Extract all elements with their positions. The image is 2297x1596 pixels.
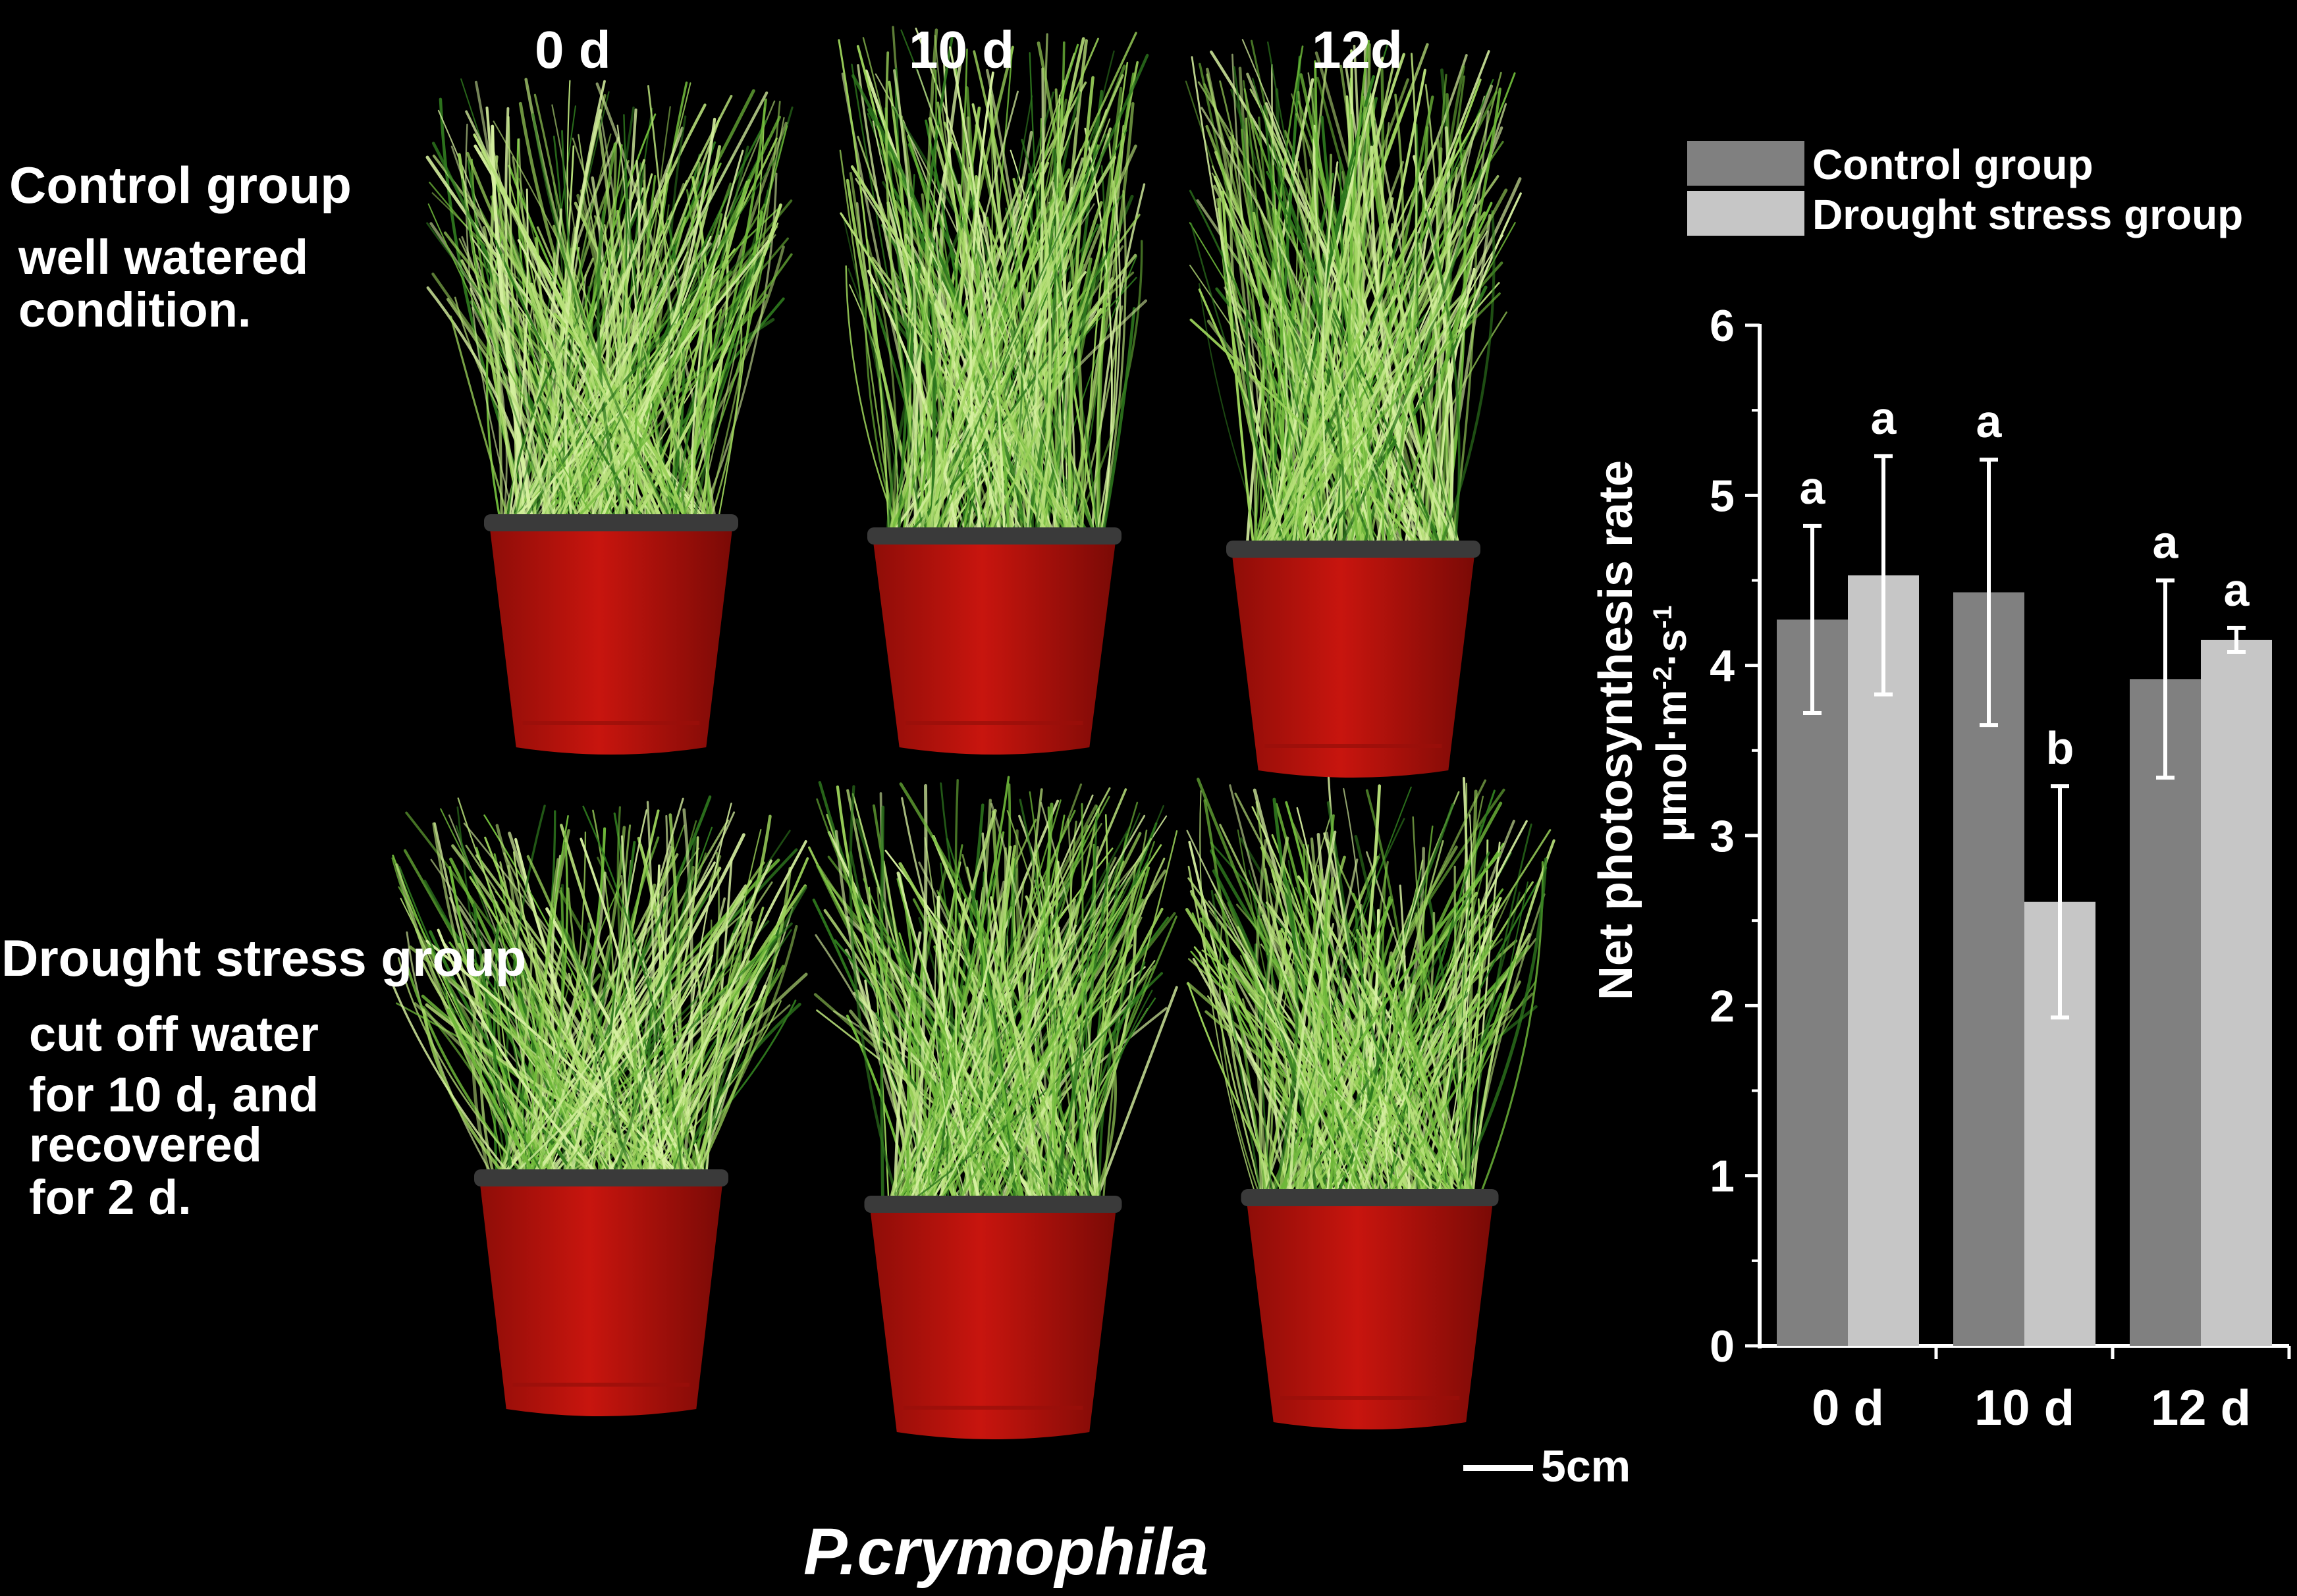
- scale-bar-label: 5cm: [1541, 1441, 1631, 1491]
- grass-tuft: [838, 26, 1149, 545]
- pot-rim: [1241, 1189, 1499, 1206]
- drought-description-line-1: cut off water: [29, 1007, 319, 1061]
- y-tick-label: 3: [1710, 811, 1735, 861]
- potted-plant-control-0d: [425, 78, 794, 755]
- scale-bar: [1463, 1465, 1533, 1471]
- legend-swatch-drought: [1687, 191, 1804, 236]
- potted-plant-control-10d: [838, 26, 1149, 755]
- bar-drought-0: [1848, 575, 1919, 1346]
- pot-base-ridge: [512, 1383, 690, 1387]
- control-description-line-2: condition.: [18, 282, 252, 337]
- y-tick-label: 1: [1710, 1152, 1735, 1202]
- y-axis-label-line-2: μmol·m-2·s-1: [1648, 605, 1695, 841]
- pot-base-ridge: [903, 1406, 1083, 1410]
- species-name: P.crymophila: [803, 1515, 1209, 1589]
- unit-text: ·s: [1648, 629, 1695, 666]
- unit-text: μmol·m: [1648, 689, 1695, 841]
- potted-plant-drought-12d: [1185, 776, 1555, 1429]
- pot: [1246, 1198, 1494, 1429]
- x-tick-label: 10 d: [1974, 1380, 2074, 1436]
- control-group-title: Control group: [9, 156, 352, 214]
- pot: [869, 1205, 1117, 1439]
- y-axis-label-line-1: Net photosynthesis rate: [1590, 460, 1642, 1000]
- pot-base-ridge: [522, 721, 700, 725]
- potted-plant-drought-0d: [391, 795, 809, 1416]
- grass-tuft: [1185, 39, 1522, 558]
- pot-rim: [1226, 541, 1480, 558]
- control-description-line-1: well watered: [18, 230, 309, 284]
- pot: [873, 537, 1116, 755]
- legend-swatch-control: [1687, 141, 1804, 186]
- significance-letter: b: [2046, 722, 2074, 774]
- unit-exponent: -2: [1648, 666, 1677, 690]
- x-tick-label: 0 d: [1812, 1380, 1884, 1436]
- pot-rim: [474, 1169, 728, 1186]
- significance-letter: a: [1976, 396, 2003, 447]
- pot-rim: [867, 527, 1121, 545]
- unit-exponent: -1: [1648, 605, 1677, 629]
- pot-base-ridge: [905, 721, 1083, 725]
- y-tick-label: 0: [1710, 1321, 1735, 1371]
- pot-rim: [864, 1196, 1122, 1213]
- pot-base-ridge: [1280, 1396, 1460, 1400]
- grass-tuft: [391, 795, 809, 1187]
- x-tick-label: 12 d: [2151, 1380, 2251, 1436]
- bar-control-0: [1777, 619, 1848, 1346]
- y-tick-label: 4: [1710, 641, 1735, 691]
- legend-label-control: Control group: [1812, 141, 2094, 188]
- drought-description-line-2: for 10 d, and: [29, 1067, 319, 1122]
- significance-letter: a: [1871, 392, 1897, 444]
- bar-drought-2: [2201, 639, 2272, 1346]
- significance-letter: a: [2153, 517, 2179, 568]
- y-tick-label: 6: [1710, 301, 1735, 351]
- pot: [489, 523, 733, 755]
- photo-column-label-10d: 10 d: [909, 20, 1015, 79]
- potted-plant-drought-10d: [807, 776, 1178, 1439]
- drought-group-title: Drought stress group: [1, 929, 527, 987]
- y-tick-label: 5: [1710, 471, 1735, 521]
- photo-column-label-0d: 0 d: [535, 20, 611, 79]
- pot-rim: [484, 514, 738, 531]
- photo-column-label-12d: 12d: [1312, 20, 1403, 79]
- bar-control-2: [2130, 679, 2201, 1346]
- significance-letter: a: [2224, 564, 2250, 616]
- pot: [479, 1179, 723, 1416]
- significance-letter: a: [1800, 462, 1826, 514]
- y-tick-label: 2: [1710, 981, 1735, 1031]
- grass-tuft: [807, 776, 1178, 1213]
- legend-label-drought: Drought stress group: [1812, 191, 2243, 238]
- potted-plant-control-12d: [1185, 39, 1522, 778]
- grass-tuft: [425, 78, 794, 532]
- drought-description-line-3: recovered: [29, 1117, 262, 1172]
- grass-tuft: [1185, 776, 1555, 1207]
- pot-base-ridge: [1264, 744, 1442, 748]
- pot: [1231, 550, 1475, 778]
- drought-description-line-4: for 2 d.: [29, 1170, 192, 1225]
